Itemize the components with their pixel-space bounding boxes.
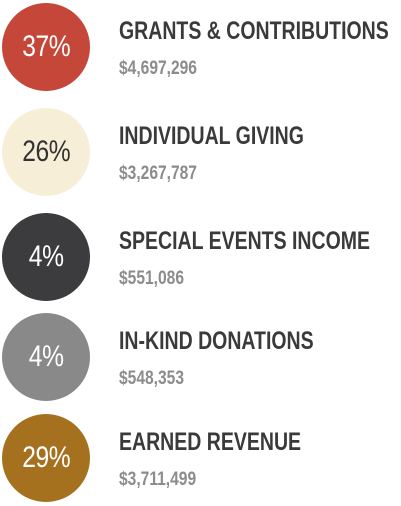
item-title: IN-KIND DONATIONS [119,327,314,355]
item-amount: $4,697,296 [119,58,197,79]
percent-circle: 4% [2,213,90,301]
item-title: GRANTS & CONTRIBUTIONS [119,17,389,45]
item-row: 29% EARNED REVENUE $3,711,499 [0,414,401,506]
item-amount: $548,353 [119,368,184,389]
item-row: 4% IN-KIND DONATIONS $548,353 [0,313,401,405]
item-row: 26% INDIVIDUAL GIVING $3,267,787 [0,108,401,200]
item-title: EARNED REVENUE [119,428,302,456]
percent-circle: 26% [2,108,90,196]
item-amount: $3,711,499 [119,469,197,490]
item-title: INDIVIDUAL GIVING [119,122,304,150]
item-amount: $551,086 [119,268,184,289]
item-row: 37% GRANTS & CONTRIBUTIONS $4,697,296 [0,3,401,95]
item-title: SPECIAL EVENTS INCOME [119,227,371,255]
percent-label: 4% [28,240,64,273]
percent-circle: 29% [2,414,90,502]
item-amount: $3,267,787 [119,163,197,184]
page: {"items": [ {"percent": "37%", "label": … [0,3,401,502]
percent-label: 37% [21,30,70,63]
item-row: 4% SPECIAL EVENTS INCOME $551,086 [0,213,401,305]
percent-circle: 4% [2,313,90,401]
percent-label: 4% [28,340,64,373]
percent-label: 29% [21,441,70,474]
percent-label: 26% [21,135,70,168]
percent-circle: 37% [2,3,90,91]
